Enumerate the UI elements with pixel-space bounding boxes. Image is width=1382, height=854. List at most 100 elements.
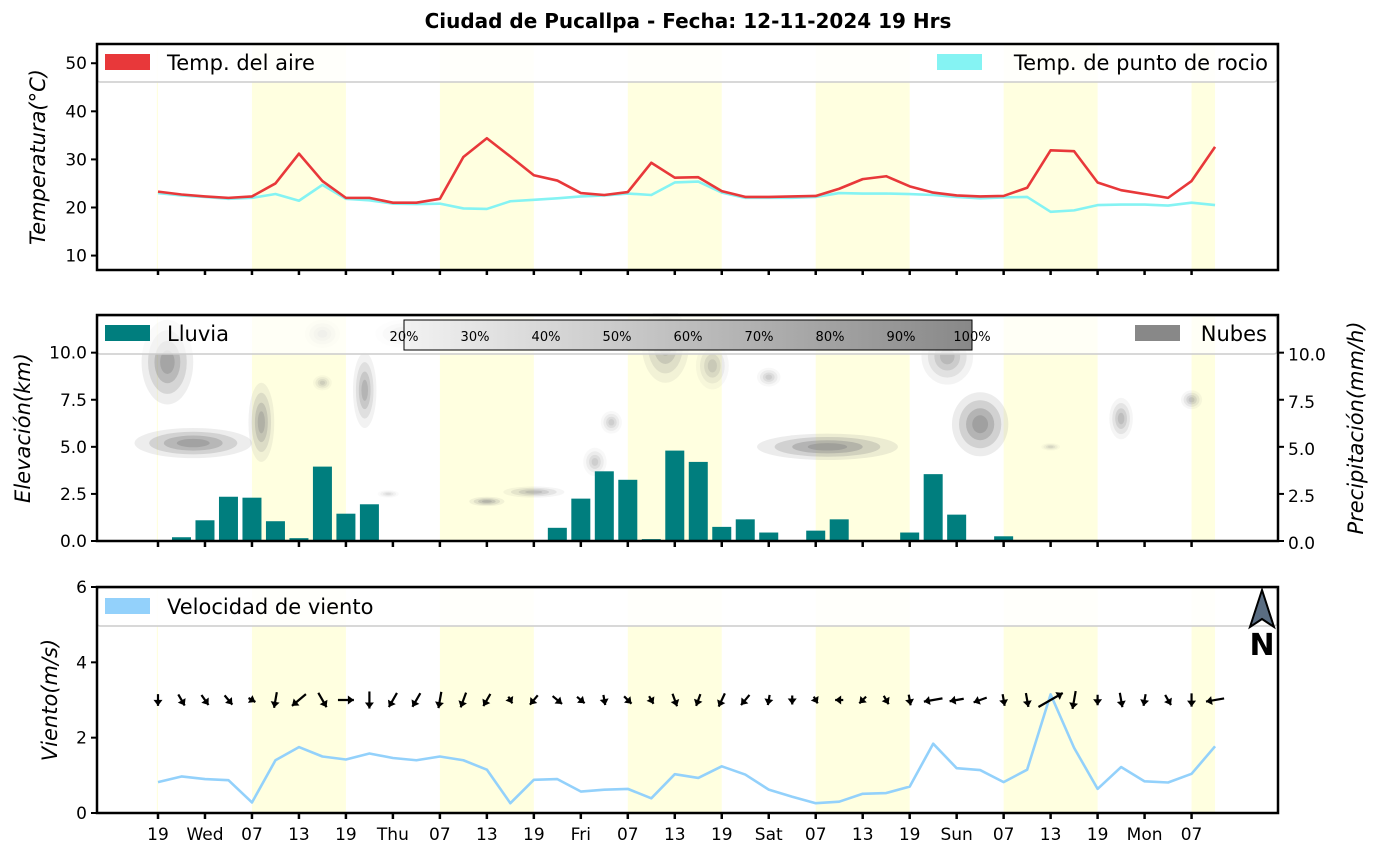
cloud-cover-contour bbox=[1117, 412, 1125, 425]
y-tick-label: 0.0 bbox=[60, 532, 87, 552]
wind-speed-series-line bbox=[157, 693, 1217, 805]
y-tick-label-right: 0.0 bbox=[1288, 534, 1315, 554]
arrow-head bbox=[764, 698, 774, 706]
cloud-cover-contour bbox=[134, 428, 252, 459]
cloud-cover-contour bbox=[756, 367, 781, 387]
wind-direction-arrow bbox=[200, 694, 210, 706]
colorbar-label: 80% bbox=[816, 330, 845, 345]
x-tick-label: 19 bbox=[711, 825, 733, 845]
daytime-band bbox=[1191, 587, 1216, 813]
wind-direction-arrow bbox=[337, 695, 354, 705]
cloud-cover-contour bbox=[503, 486, 565, 498]
cloud-cover-contour bbox=[1115, 408, 1127, 429]
colorbar-label: 30% bbox=[461, 330, 490, 345]
rain-bar bbox=[171, 537, 191, 541]
wind-direction-arrow bbox=[505, 695, 514, 704]
arrow-head bbox=[347, 695, 354, 705]
cloud-cover-contour bbox=[1186, 395, 1197, 405]
arrow-head bbox=[859, 695, 867, 704]
arrow-head bbox=[458, 700, 467, 708]
wind-direction-arrow bbox=[458, 692, 468, 708]
daytime-band bbox=[1191, 44, 1216, 270]
x-tick-label: 13 bbox=[852, 825, 874, 845]
cloud-cover-contour bbox=[583, 447, 607, 477]
cloud-cover-contour bbox=[1041, 443, 1061, 451]
arrow-head bbox=[1055, 692, 1063, 700]
y-tick-label: 10.0 bbox=[49, 344, 87, 364]
x-tick-label: 19 bbox=[335, 825, 357, 845]
arrow-head bbox=[247, 695, 256, 703]
dewpoint-series-line bbox=[157, 180, 1216, 214]
legend-label-clouds: Nubes bbox=[1201, 322, 1267, 346]
cloud-cover-contour bbox=[959, 400, 1002, 449]
y-tick-label: 6 bbox=[76, 578, 87, 598]
rain-bar bbox=[712, 526, 732, 541]
cloud-cover-contour bbox=[160, 350, 175, 374]
arrow-head bbox=[529, 697, 538, 705]
wind-direction-arrow bbox=[551, 695, 563, 705]
daytime-band bbox=[1191, 315, 1216, 541]
wind-direction-arrow bbox=[1140, 693, 1150, 707]
wind-direction-arrow bbox=[1164, 694, 1172, 706]
cloud-cover-contour bbox=[1045, 444, 1056, 449]
rain-bar bbox=[994, 536, 1014, 541]
legend-label-dew: Temp. de punto de rocio bbox=[1013, 51, 1268, 75]
cloud-cover-contour bbox=[600, 411, 622, 434]
arrow-head bbox=[949, 695, 957, 705]
wind-direction-arrow bbox=[364, 691, 374, 709]
panel-gap-cover bbox=[0, 275, 1382, 313]
rain-bar bbox=[759, 532, 779, 541]
legend-swatch-dew bbox=[937, 54, 982, 70]
rain-bar bbox=[665, 450, 685, 541]
arrow-head bbox=[999, 699, 1009, 706]
wind-direction-arrow bbox=[1037, 692, 1064, 708]
cloud-cover-contour bbox=[352, 352, 377, 429]
wind-direction-arrow bbox=[810, 695, 819, 704]
arrow-head bbox=[1069, 702, 1079, 709]
legend-label-rain: Lluvia bbox=[167, 322, 229, 346]
precipitation-cloud-panel: Lluvia Nubes 20% 30% 40% 50% 60% 70% 80% 90% 100% 0… bbox=[0, 275, 1382, 554]
x-tick-label: 07 bbox=[241, 825, 263, 845]
y-tick-label: 20 bbox=[65, 198, 87, 218]
x-tick-label: 07 bbox=[805, 825, 827, 845]
rain-bar bbox=[947, 514, 967, 541]
arrow-head bbox=[810, 695, 819, 704]
rain-bar bbox=[265, 521, 285, 541]
wind-direction-arrow bbox=[1187, 693, 1197, 707]
wind-direction-arrow bbox=[482, 693, 492, 707]
wind-direction-arrow bbox=[923, 696, 943, 706]
wind-direction-arrow bbox=[599, 694, 609, 706]
legend-swatch-rain bbox=[105, 325, 150, 341]
cloud-cover-contour bbox=[313, 375, 332, 391]
rain-bar bbox=[218, 496, 238, 541]
arrow-head bbox=[505, 695, 514, 704]
y-tick-label: 5.0 bbox=[60, 438, 87, 458]
cloud-cover-contour bbox=[774, 436, 881, 457]
rain-bar bbox=[289, 538, 309, 541]
wind-direction-arrow bbox=[270, 692, 280, 708]
x-tick-label: Sat bbox=[755, 825, 783, 845]
wind-direction-arrow bbox=[717, 692, 726, 708]
wind-direction-arrow bbox=[435, 691, 444, 709]
cloud-cover-contour bbox=[317, 379, 328, 387]
arrow-head bbox=[387, 699, 396, 708]
colorbar-label: 50% bbox=[603, 330, 632, 345]
wind-direction-arrow bbox=[646, 695, 655, 705]
cloud-cover-contour bbox=[972, 415, 989, 434]
colorbar-label: 20% bbox=[390, 330, 419, 345]
cloud-cover-contour bbox=[700, 348, 725, 384]
y-axis-label-right: Precipitación(mm/h) bbox=[1344, 321, 1368, 534]
axes-frame bbox=[95, 313, 1280, 543]
wind-direction-arrow bbox=[787, 695, 797, 705]
x-tick-label: 13 bbox=[664, 825, 686, 845]
cloud-cover-contour bbox=[525, 490, 543, 494]
cloud-cover-contour bbox=[380, 491, 397, 497]
arrow-head bbox=[1187, 700, 1197, 707]
wind-direction-arrow bbox=[881, 695, 890, 705]
cloud-cover-contour bbox=[382, 492, 394, 496]
colorbar-label: 90% bbox=[887, 330, 916, 345]
cloud-cover-contour bbox=[765, 374, 773, 380]
arrow-head bbox=[1205, 696, 1213, 705]
wind-direction-arrow bbox=[623, 695, 633, 705]
